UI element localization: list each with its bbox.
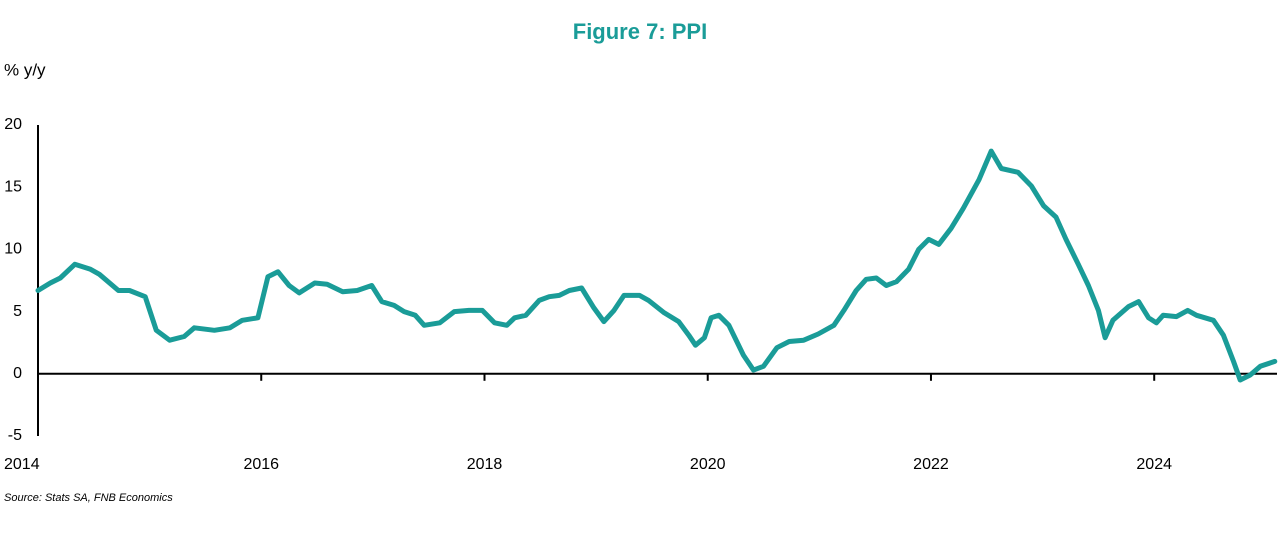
source-note: Source: Stats SA, FNB Economics	[4, 492, 173, 504]
x-tick-label: 2018	[467, 456, 503, 473]
x-tick-label: 2016	[243, 456, 279, 473]
x-tick-label: 2024	[1136, 456, 1172, 473]
x-tick-label: 2014	[4, 456, 40, 473]
y-tick-label: 15	[4, 178, 22, 195]
y-tick-label: 20	[4, 116, 22, 133]
y-tick-label: -5	[8, 427, 22, 444]
y-tick-label: 0	[13, 365, 22, 382]
x-tick-label: 2022	[913, 456, 949, 473]
data-line	[35, 148, 1278, 383]
chart-title: Figure 7: PPI	[573, 19, 707, 44]
x-tick-label: 2020	[690, 456, 726, 473]
y-axis-label: % y/y	[4, 60, 46, 79]
y-tick-label: 10	[4, 241, 22, 258]
y-tick-label: 5	[13, 303, 22, 320]
